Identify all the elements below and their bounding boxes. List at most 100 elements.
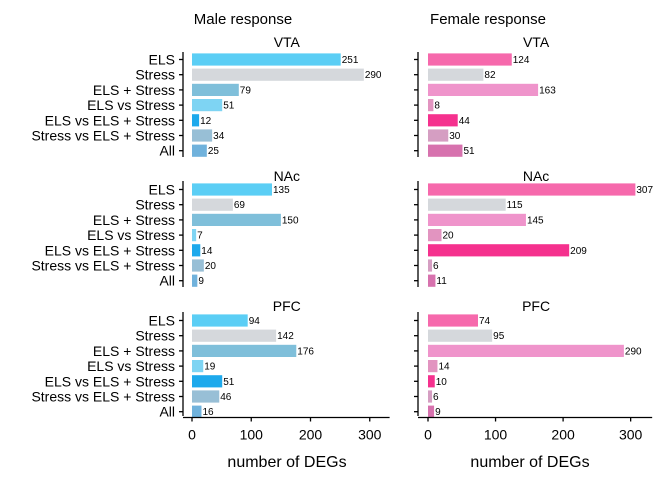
bar	[428, 314, 478, 327]
category-label: ELS + Stress	[93, 212, 175, 228]
female-nac-block: NAc 307 115 145 20 209 6 11	[414, 168, 654, 287]
block-title: VTA	[523, 34, 550, 50]
category-label: All	[159, 143, 175, 159]
bar	[192, 213, 281, 226]
bar	[192, 68, 364, 81]
x-tick-label: 100	[484, 427, 508, 443]
bar	[192, 375, 223, 388]
data-label: 79	[240, 85, 252, 96]
data-label: 290	[625, 346, 642, 357]
bar	[192, 183, 272, 196]
data-label: 30	[449, 131, 461, 142]
bar	[428, 229, 442, 242]
category-label: Stress	[135, 328, 175, 344]
data-label: 7	[197, 231, 203, 242]
data-label: 14	[438, 362, 450, 373]
male-panel-title: Male response	[194, 11, 292, 28]
data-label: 51	[223, 377, 235, 388]
data-label: 74	[479, 316, 491, 327]
category-label: ELS + Stress	[93, 82, 175, 98]
bar	[192, 144, 207, 157]
data-label: 163	[539, 85, 556, 96]
bar	[428, 114, 458, 127]
block-title: VTA	[274, 34, 301, 50]
data-label: 307	[636, 185, 653, 196]
category-label: Stress vs ELS + Stress	[31, 389, 175, 405]
data-label: 9	[435, 407, 441, 418]
bar	[428, 213, 526, 226]
data-label: 20	[205, 261, 217, 272]
data-label: 11	[436, 276, 447, 287]
data-label: 9	[198, 276, 204, 287]
data-label: 25	[208, 146, 220, 157]
bar	[192, 405, 202, 418]
bar	[192, 314, 248, 327]
male-x-axis-title: number of DEGs	[227, 454, 346, 471]
female-x-axis-title: number of DEGs	[470, 454, 589, 471]
data-label: 19	[204, 362, 216, 373]
bar	[192, 259, 204, 272]
bar	[192, 53, 341, 66]
category-label: Stress vs ELS + Stress	[31, 128, 175, 144]
x-tick-label: 200	[551, 427, 575, 443]
bar	[428, 259, 433, 272]
data-label: 82	[484, 70, 496, 81]
data-label: 6	[433, 261, 439, 272]
bar	[428, 329, 493, 342]
bar	[192, 83, 239, 96]
data-label: 135	[273, 185, 290, 196]
data-label: 46	[220, 392, 232, 403]
bar	[428, 274, 436, 287]
bar	[192, 360, 204, 373]
category-label: ELS vs ELS + Stress	[45, 373, 175, 389]
data-label: 150	[282, 215, 299, 226]
block-title: PFC	[522, 298, 550, 314]
data-label: 10	[436, 377, 448, 388]
bar	[192, 99, 223, 112]
data-label: 290	[365, 70, 382, 81]
male-pfc-block: PFC ELS 94 Stress 142 ELS + Stress 176 ELS vs S…	[31, 298, 314, 420]
bar	[428, 99, 434, 112]
data-label: 12	[200, 116, 212, 127]
category-label: ELS vs Stress	[87, 227, 175, 243]
bar	[428, 360, 438, 373]
data-label: 8	[434, 101, 440, 112]
bar	[192, 129, 213, 142]
data-label: 14	[201, 246, 213, 257]
bar	[192, 274, 198, 287]
category-label: ELS vs Stress	[87, 97, 175, 113]
bar	[428, 68, 484, 81]
bar	[428, 83, 539, 96]
x-tick-label: 0	[188, 427, 196, 443]
x-tick-label: 200	[299, 427, 323, 443]
block-title: PFC	[273, 298, 301, 314]
data-label: 115	[507, 200, 523, 211]
bar	[428, 53, 512, 66]
bar	[428, 344, 624, 357]
category-label: All	[159, 273, 175, 289]
x-tick-label: 100	[240, 427, 264, 443]
bar	[192, 390, 220, 403]
category-label: ELS	[149, 313, 175, 329]
data-label: 95	[493, 331, 505, 342]
category-label: ELS vs ELS + Stress	[45, 242, 175, 258]
x-tick-label: 0	[424, 427, 432, 443]
category-label: Stress	[135, 67, 175, 83]
bar	[428, 244, 570, 257]
bar	[428, 390, 433, 403]
bar	[428, 198, 506, 211]
block-title: NAc	[274, 168, 300, 184]
bar	[192, 329, 277, 342]
data-label: 51	[223, 101, 235, 112]
bar	[192, 198, 233, 211]
data-label: 69	[234, 200, 246, 211]
data-label: 44	[459, 116, 471, 127]
bar	[428, 183, 636, 196]
data-label: 94	[249, 316, 261, 327]
bar	[192, 344, 297, 357]
